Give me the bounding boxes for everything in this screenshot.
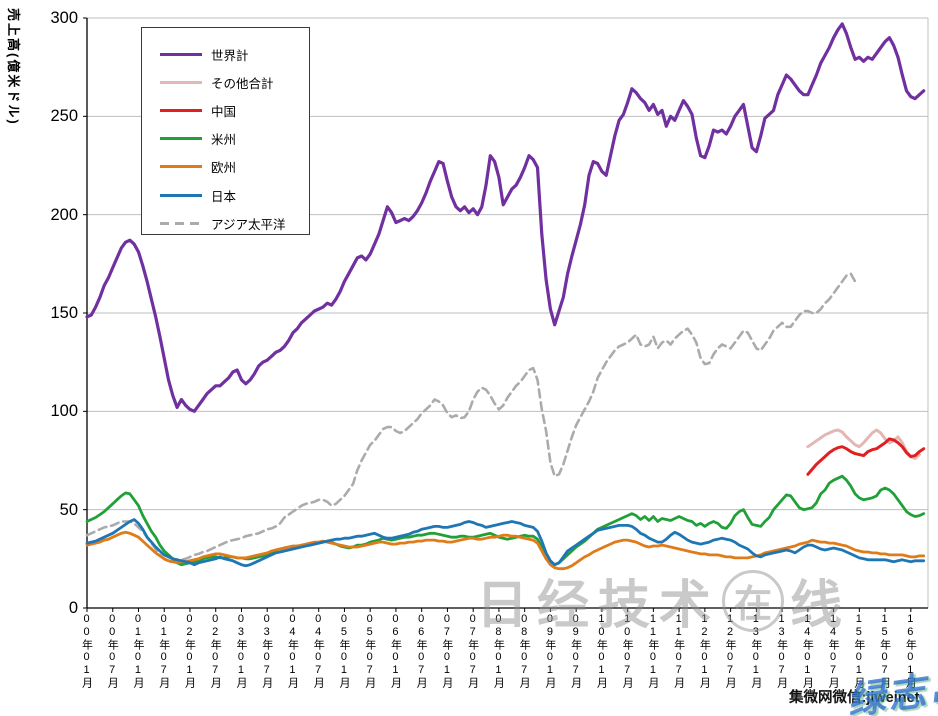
legend-label: 米州 (211, 133, 237, 148)
series-line-japan (85, 518, 926, 568)
legend-label: その他合計 (211, 76, 274, 91)
legend-label: 中国 (211, 104, 237, 119)
y-tick-label: 300 (50, 9, 78, 27)
series-line-americas (85, 474, 926, 567)
europe-line-swatch-icon (160, 165, 202, 169)
legend-item-europe: 欧州 (142, 153, 309, 181)
legend-label: アジア太平洋 (211, 217, 286, 232)
y-axis-title: 売上高(億米ドル) (6, 8, 21, 126)
series-line-china (806, 437, 926, 476)
series-line-others-total (806, 428, 921, 460)
y-tick-label: 200 (50, 205, 78, 224)
legend-item-others-total: その他合計 (142, 68, 309, 96)
series-line-europe (85, 530, 926, 571)
legend-item-world-total: 世界計 (142, 40, 309, 68)
legend-item-china: 中国 (142, 96, 309, 124)
y-tick-label: 0 (68, 599, 78, 617)
legend-label: 欧州 (211, 161, 237, 176)
others-total-line-swatch-icon (160, 80, 202, 84)
y-tick-label: 250 (50, 107, 78, 126)
legend-item-japan: 日本 (142, 181, 309, 209)
legend-item-asia-pacific: アジア太平洋 (142, 209, 309, 237)
asia-pacific-dashed-line-swatch-icon (160, 221, 202, 225)
series-line-world-total (85, 22, 926, 413)
legend-item-americas: 米州 (142, 125, 309, 153)
legend-label: 日本 (211, 189, 237, 204)
world-total-line-swatch-icon (160, 52, 202, 56)
legend-label: 世界計 (211, 48, 249, 63)
y-tick-label: 50 (59, 500, 78, 519)
americas-line-swatch-icon (160, 137, 202, 141)
y-tick-label: 100 (50, 402, 78, 421)
watermark-jiweinet: 集微网微信:jiweinet (789, 690, 920, 706)
y-tick-label: 150 (50, 304, 78, 322)
series-line-asia-pacific (85, 272, 857, 564)
legend: 世界計 その他合計 中国 米州 欧州 日本 アジア太平洋 (141, 27, 310, 235)
y-axis-tick-labels: 0 50 100 150 200 250 300 (36, 0, 78, 716)
japan-line-swatch-icon (160, 193, 202, 197)
china-line-swatch-icon (160, 108, 202, 112)
